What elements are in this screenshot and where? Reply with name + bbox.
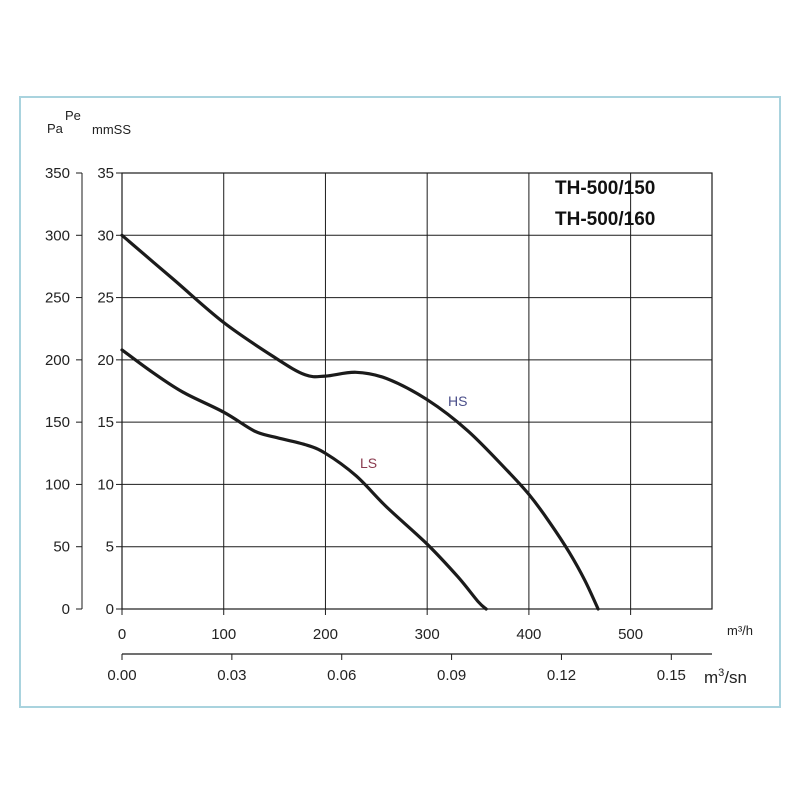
m3sn-tick-label: 0.03 [217, 667, 246, 684]
plot-border [121, 172, 713, 610]
pa-tick-label: 0 [62, 601, 70, 618]
m3h-tick-label: 0 [118, 626, 126, 643]
m3h-tick-label: 500 [618, 626, 643, 643]
mmss-tick-label: 0 [106, 601, 114, 618]
chart-title-line-1: TH-500/150 [555, 178, 655, 199]
y-unit-mmss: mmSS [92, 122, 131, 137]
mmss-tick-label: 15 [97, 414, 114, 431]
pa-tick-label: 200 [45, 352, 70, 369]
mmss-tick-label: 5 [106, 539, 114, 556]
mmss-tick-label: 10 [97, 476, 114, 493]
grid [76, 172, 713, 660]
pa-tick-label: 250 [45, 290, 70, 307]
x-unit-m3h: m³/h [727, 623, 753, 638]
curve-hs [120, 233, 600, 611]
pa-tick-label: 350 [45, 165, 70, 182]
pa-tick-label: 150 [45, 414, 70, 431]
y-unit-pa: Pa [47, 121, 64, 136]
curve-ls [120, 348, 488, 611]
mmss-tick-label: 20 [97, 352, 114, 369]
pa-tick-label: 50 [53, 539, 70, 556]
chart-frame [19, 96, 781, 708]
chart-title-line-2: TH-500/160 [555, 209, 655, 230]
mmss-tick-label: 30 [97, 227, 114, 244]
m3sn-tick-label: 0.00 [107, 667, 136, 684]
m3sn-tick-label: 0.15 [657, 667, 686, 684]
curve-label-ls: LS [360, 455, 377, 471]
curves [120, 233, 600, 611]
curve-label-hs: HS [448, 393, 467, 409]
m3h-tick-label: 300 [415, 626, 440, 643]
mmss-tick-label: 35 [97, 165, 114, 182]
m3h-tick-label: 400 [516, 626, 541, 643]
m3h-tick-label: 200 [313, 626, 338, 643]
pa-tick-label: 100 [45, 476, 70, 493]
pa-tick-label: 300 [45, 227, 70, 244]
mmss-tick-label: 25 [97, 290, 114, 307]
m3sn-tick-label: 0.09 [437, 667, 466, 684]
x-unit-m3sn: m3/sn [704, 667, 747, 687]
m3h-tick-label: 100 [211, 626, 236, 643]
m3sn-tick-label: 0.12 [547, 667, 576, 684]
y-unit-pe: Pe [65, 108, 81, 123]
m3sn-tick-label: 0.06 [327, 667, 356, 684]
